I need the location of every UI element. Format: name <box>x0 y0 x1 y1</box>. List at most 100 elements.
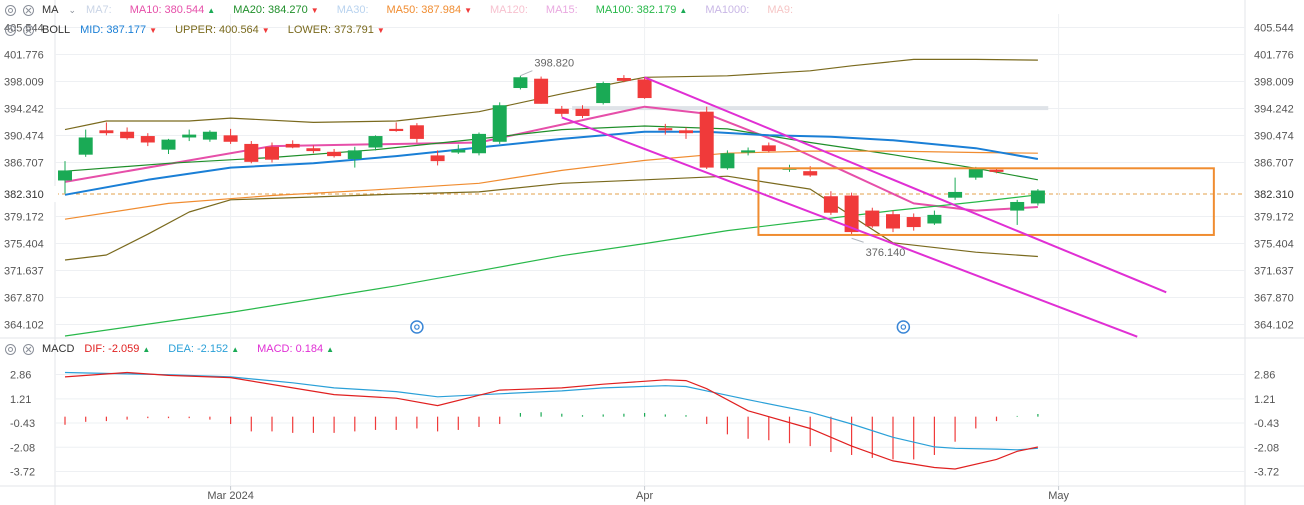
candle[interactable] <box>886 210 900 233</box>
ma-legend-value: 380.544 <box>164 4 205 16</box>
ma-legend: MA ⌄ MA7: MA10: 380.544 ▲ MA20: 384.270 ▼ MA30:… <box>0 1 811 19</box>
price-tick-left: 398.009 <box>4 77 44 89</box>
macd-legend-item[interactable]: DEA: -2.152 ▲ <box>168 343 239 355</box>
close-icon[interactable] <box>23 24 34 36</box>
macd-panel[interactable] <box>64 371 1039 470</box>
candle[interactable] <box>1010 199 1025 225</box>
macd-tick-right: -3.72 <box>1254 466 1279 478</box>
chevron-down-icon[interactable]: ⌄ <box>68 4 77 15</box>
candle[interactable] <box>430 150 445 166</box>
price-tick-right: 364.102 <box>1254 320 1294 332</box>
price-tick-right: 375.404 <box>1254 239 1294 251</box>
candle[interactable] <box>78 129 93 157</box>
candle[interactable] <box>492 102 507 144</box>
candle[interactable] <box>472 132 486 156</box>
ma-legend-item[interactable]: MA100: 382.179 ▲ <box>596 4 688 16</box>
ma-legend-item[interactable]: MA50: 387.984 ▼ <box>387 4 472 16</box>
candle[interactable] <box>409 123 424 143</box>
gear-icon[interactable] <box>5 343 16 355</box>
price-tick-left: 371.637 <box>4 266 44 278</box>
candle[interactable] <box>596 81 611 105</box>
gear-icon[interactable] <box>5 24 16 36</box>
candle[interactable] <box>347 146 362 168</box>
macd-tick-right: -2.08 <box>1254 442 1279 454</box>
candle-body <box>430 155 445 162</box>
candle[interactable] <box>534 76 549 104</box>
candle[interactable] <box>99 122 114 136</box>
candle[interactable] <box>327 148 342 158</box>
ma-legend-item[interactable]: MA20: 384.270 ▼ <box>233 4 318 16</box>
candle-body <box>616 77 631 81</box>
ma-legend-item[interactable]: MA10: 380.544 ▲ <box>130 4 215 16</box>
ma-legend-label: MA30: <box>336 4 369 16</box>
candle[interactable] <box>720 150 735 170</box>
candle[interactable] <box>58 161 72 194</box>
candle[interactable] <box>906 213 921 231</box>
ma-legend-item[interactable]: MA120: <box>490 4 528 16</box>
candle[interactable] <box>699 106 714 170</box>
event-marker-inner <box>900 324 907 330</box>
boll-legend-item[interactable]: UPPER: 400.564 ▼ <box>175 24 270 36</box>
candle[interactable] <box>741 147 756 156</box>
candle[interactable] <box>616 75 631 83</box>
candle-body <box>886 214 900 229</box>
line-ma100 <box>64 194 1038 337</box>
candle[interactable] <box>389 122 404 132</box>
event-marker[interactable] <box>896 320 911 334</box>
ma-legend-item[interactable]: MA7: <box>86 4 112 16</box>
candle[interactable] <box>865 207 880 228</box>
candle[interactable] <box>285 140 300 149</box>
candle[interactable] <box>513 75 528 90</box>
candle[interactable] <box>223 128 238 144</box>
boll-legend-item[interactable]: MID: 387.177 ▼ <box>80 24 157 36</box>
candle[interactable] <box>140 133 155 147</box>
price-tick-right: 386.707 <box>1254 158 1294 170</box>
candle[interactable] <box>306 145 321 154</box>
channel-lower-line[interactable] <box>561 116 1138 338</box>
ma-legend-item[interactable]: MA15: <box>546 4 578 16</box>
boll-legend-label: LOWER: <box>287 24 332 36</box>
candle[interactable] <box>554 105 569 117</box>
candle[interactable] <box>927 210 942 225</box>
candle[interactable] <box>679 127 693 139</box>
channel-upper-line[interactable] <box>644 76 1167 294</box>
ma-legend-item[interactable]: MA9: <box>767 4 793 16</box>
candle[interactable] <box>451 144 466 154</box>
ma-legend-item[interactable]: MA1000: <box>705 4 749 16</box>
line-dif <box>64 371 1039 470</box>
candle[interactable] <box>244 141 259 164</box>
candle[interactable] <box>761 142 776 153</box>
close-icon[interactable] <box>23 343 34 355</box>
candle[interactable] <box>823 191 838 215</box>
gear-icon[interactable] <box>5 4 16 16</box>
candle[interactable] <box>948 177 963 200</box>
close-icon[interactable] <box>23 4 34 16</box>
candle[interactable] <box>182 129 197 142</box>
candle[interactable] <box>1030 189 1045 206</box>
ma-legend-name: MA <box>42 4 59 16</box>
candle-body <box>472 133 486 154</box>
candle[interactable] <box>265 142 279 163</box>
arrow-up-icon: ▲ <box>207 6 216 15</box>
candle[interactable] <box>120 127 135 140</box>
price-tick-right: 390.474 <box>1254 131 1294 143</box>
macd-legend-label: DEA: <box>168 343 194 355</box>
candle[interactable] <box>575 105 590 119</box>
candle[interactable] <box>368 135 383 151</box>
candle-body <box>844 195 859 233</box>
candle[interactable] <box>202 130 217 142</box>
macd-legend-item[interactable]: DIF: -2.059 ▲ <box>84 343 150 355</box>
range-box[interactable] <box>757 167 1215 236</box>
candle-body <box>637 79 652 99</box>
candle[interactable] <box>637 77 652 99</box>
ma-legend-item[interactable]: MA30: <box>337 4 369 16</box>
candle[interactable] <box>658 123 673 135</box>
boll-legend-label: UPPER: <box>175 24 217 36</box>
price-panel[interactable]: 398.820 376.140 <box>58 58 1215 338</box>
price-tick-left: 394.242 <box>4 104 44 116</box>
macd-legend-item[interactable]: MACD: 0.184 ▲ <box>257 343 334 355</box>
boll-legend-item[interactable]: LOWER: 373.791 ▼ <box>288 24 385 36</box>
candle[interactable] <box>161 138 176 154</box>
ma-legend-label: MA120: <box>489 4 528 16</box>
event-marker[interactable] <box>410 320 424 334</box>
